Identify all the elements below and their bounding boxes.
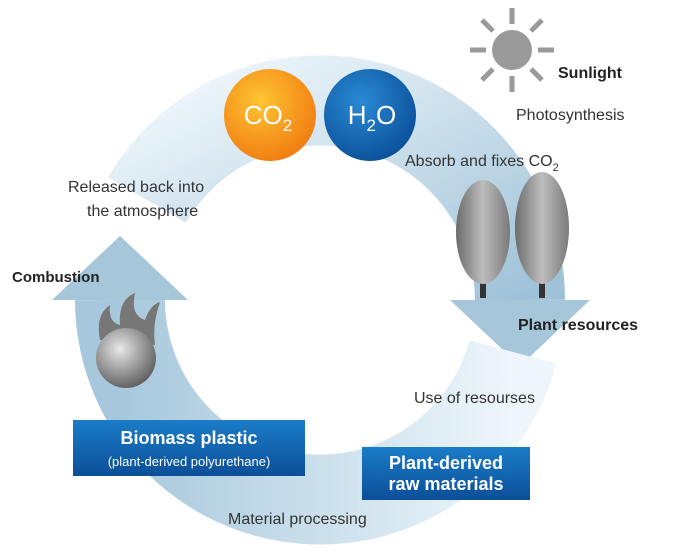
absorb-sub: 2 [553, 162, 559, 174]
processing-label: Material processing [228, 511, 367, 528]
raw-line: raw materials [388, 474, 503, 494]
released-line: Released back into [68, 179, 204, 196]
sun-core [492, 30, 532, 70]
plant-resources-label: Plant resources [518, 317, 638, 334]
cycle-diagram: CO2 H2O Sunlight Photosynthesis Absorb a… [0, 0, 680, 549]
co2-main: CO [244, 100, 283, 130]
photosynthesis-label: Photosynthesis [516, 107, 625, 124]
tree [515, 172, 569, 284]
left-arrowhead [52, 236, 188, 300]
h2o-rest: O [376, 100, 396, 130]
biomass-title: Biomass plastic [120, 428, 257, 448]
h2o-sub: 2 [367, 116, 376, 135]
raw-line: Plant-derived [389, 453, 503, 473]
sunlight-label: Sunlight [558, 65, 623, 82]
use-label: Use of resourses [414, 390, 535, 407]
combustion-ball [96, 328, 156, 388]
h2o-main: H [348, 100, 367, 130]
absorb-main: Absorb and fixes CO [405, 153, 553, 170]
co2-sub: 2 [283, 116, 292, 135]
biomass-subtitle: (plant-derived polyurethane) [108, 454, 271, 469]
h2o-circle [324, 69, 416, 161]
released-line: the atmosphere [87, 203, 198, 220]
combustion-label: Combustion [12, 269, 100, 286]
tree [456, 180, 510, 284]
